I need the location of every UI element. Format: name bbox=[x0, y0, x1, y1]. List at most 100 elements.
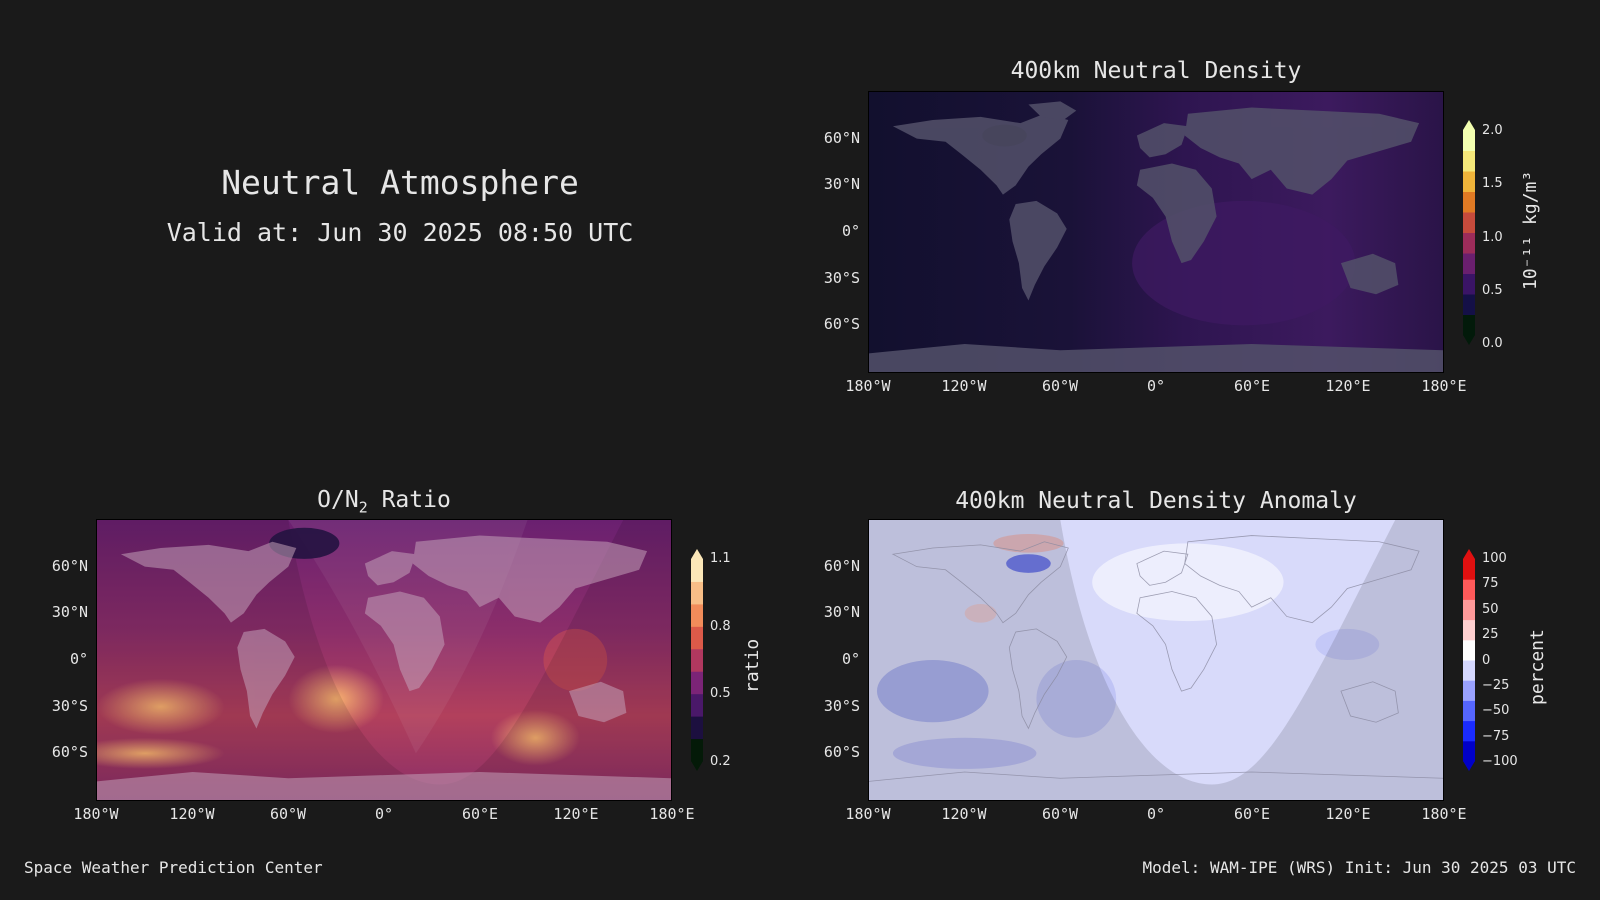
anomaly-colorbar-svg bbox=[1463, 549, 1475, 771]
colorbar-segment bbox=[1463, 660, 1475, 681]
colorbar-segment bbox=[1463, 559, 1475, 580]
on2-title-suffix: Ratio bbox=[367, 487, 451, 513]
colorbar-segment bbox=[691, 559, 703, 582]
colorbar-max-extend bbox=[691, 549, 703, 559]
colorbar-segment bbox=[691, 603, 703, 627]
density-map bbox=[868, 91, 1444, 373]
on2-colorbar-svg bbox=[691, 549, 703, 771]
colorbar-segment bbox=[691, 716, 703, 740]
density-colorbar-tick: 0.0 bbox=[1482, 336, 1503, 351]
on2-map-svg bbox=[97, 520, 671, 800]
on2-colorbar-tick: 0.5 bbox=[710, 686, 731, 702]
density-lon-tick: 180°W bbox=[845, 377, 891, 395]
anomaly-colorbar bbox=[1463, 549, 1475, 771]
density-panel-title: 400km Neutral Density bbox=[1010, 58, 1302, 84]
on2-panel-title: O/N2 Ratio bbox=[96, 487, 672, 517]
on2-colorbar-tick: 1.1 bbox=[710, 551, 731, 566]
density-lon-tick: 120°E bbox=[1325, 377, 1371, 395]
anomaly-panel-title: 400km Neutral Density Anomaly bbox=[955, 488, 1357, 514]
footer-right: Model: WAM-IPE (WRS) Init: Jun 30 2025 0… bbox=[1142, 858, 1576, 877]
density-lon-tick: 0° bbox=[1146, 377, 1166, 395]
colorbar-segment bbox=[1463, 294, 1475, 315]
colorbar-segment bbox=[1463, 171, 1475, 192]
colorbar-segment bbox=[1463, 314, 1475, 336]
colorbar-segment bbox=[1463, 150, 1475, 172]
colorbar-segment bbox=[691, 648, 703, 672]
colorbar-segment bbox=[691, 671, 703, 695]
anomaly-colorbar-tick: −50 bbox=[1482, 703, 1510, 719]
colorbar-min-extend bbox=[1463, 335, 1475, 345]
anomaly-map-svg bbox=[869, 520, 1443, 800]
on2-lat-tick: 60°N bbox=[51, 556, 88, 575]
colorbar-segment bbox=[691, 693, 703, 717]
colorbar-segment bbox=[1463, 191, 1475, 213]
anomaly-lon-tick: 0° bbox=[1146, 805, 1166, 823]
density-lon-tick: 60°E bbox=[1233, 377, 1271, 395]
on2-colorbar-tick: 0.8 bbox=[710, 618, 731, 634]
on2-lon-tick: 120°E bbox=[553, 805, 599, 823]
on2-lon-tick: 180°E bbox=[649, 805, 695, 823]
density-lat-tick: 30°N bbox=[823, 175, 860, 194]
anomaly-colorbar-tick: 75 bbox=[1482, 576, 1499, 592]
colorbar-segment bbox=[1463, 740, 1475, 762]
anomaly-lon-tick: 60°W bbox=[1041, 805, 1079, 823]
anomaly-lat-tick: 60°N bbox=[823, 556, 860, 575]
colorbar-segment bbox=[1463, 680, 1475, 701]
on2-colorbar-tick: 0.2 bbox=[710, 754, 731, 769]
density-lon-tick: 180°E bbox=[1421, 377, 1467, 395]
colorbar-segment bbox=[1463, 579, 1475, 600]
colorbar-segment bbox=[1463, 232, 1475, 254]
colorbar-segment bbox=[1463, 720, 1475, 742]
density-colorbar-label: 10⁻¹¹ kg/m³ bbox=[1520, 170, 1541, 290]
colorbar-segment bbox=[691, 626, 703, 650]
colorbar-min-extend bbox=[1463, 761, 1475, 771]
density-colorbar bbox=[1463, 120, 1475, 345]
on2-lon-tick: 60°W bbox=[269, 805, 307, 823]
on2-lon-tick: 120°W bbox=[169, 805, 215, 823]
anomaly-lat-tick: 60°S bbox=[823, 743, 860, 762]
footer-left: Space Weather Prediction Center bbox=[24, 858, 323, 877]
anomaly-colorbar-tick: 50 bbox=[1482, 601, 1499, 617]
colorbar-max-extend bbox=[1463, 549, 1475, 559]
on2-map bbox=[96, 519, 672, 801]
colorbar-segment bbox=[691, 581, 703, 605]
colorbar-min-extend bbox=[691, 761, 703, 771]
valid-time: Valid at: Jun 30 2025 08:50 UTC bbox=[166, 218, 634, 247]
density-colorbar-tick: 1.0 bbox=[1482, 229, 1503, 245]
density-lat-tick: 30°S bbox=[823, 268, 860, 287]
anomaly-lat-tick: 0° bbox=[841, 650, 860, 668]
density-colorbar-tick: 1.5 bbox=[1482, 176, 1503, 192]
colorbar-segment bbox=[691, 738, 703, 762]
density-lon-tick: 60°W bbox=[1041, 377, 1079, 395]
anomaly-colorbar-tick: 0 bbox=[1482, 652, 1491, 668]
anomaly-lat-tick: 30°S bbox=[823, 696, 860, 715]
colorbar-segment bbox=[1463, 130, 1475, 151]
anomaly-lon-tick: 120°E bbox=[1325, 805, 1371, 823]
on2-title-sub: 2 bbox=[358, 498, 368, 517]
anomaly-colorbar-tick: 100 bbox=[1482, 551, 1507, 566]
colorbar-segment bbox=[1463, 700, 1475, 722]
density-colorbar-tick: 0.5 bbox=[1482, 282, 1503, 298]
on2-title-prefix: O/N bbox=[317, 487, 359, 513]
anomaly-colorbar-tick: −25 bbox=[1482, 677, 1510, 693]
colorbar-segment bbox=[1463, 212, 1475, 233]
anomaly-colorbar-label: percent bbox=[1527, 629, 1548, 705]
colorbar-segment bbox=[1463, 639, 1475, 661]
on2-lat-tick: 30°S bbox=[51, 696, 88, 715]
colorbar-max-extend bbox=[1463, 120, 1475, 130]
anomaly-lon-tick: 180°W bbox=[845, 805, 891, 823]
density-map-svg bbox=[869, 92, 1443, 372]
anomaly-lon-tick: 60°E bbox=[1233, 805, 1271, 823]
on2-lat-tick: 60°S bbox=[51, 743, 88, 762]
on2-lon-tick: 180°W bbox=[73, 805, 119, 823]
on2-lat-tick: 30°N bbox=[51, 603, 88, 622]
colorbar-segment bbox=[1463, 253, 1475, 274]
anomaly-map bbox=[868, 519, 1444, 801]
density-lon-tick: 120°W bbox=[941, 377, 987, 395]
anomaly-colorbar-tick: 25 bbox=[1482, 627, 1499, 643]
density-lat-tick: 0° bbox=[841, 222, 860, 240]
density-colorbar-svg bbox=[1463, 120, 1475, 345]
anomaly-lon-tick: 120°W bbox=[941, 805, 987, 823]
density-lat-tick: 60°N bbox=[823, 128, 860, 147]
density-colorbar-tick: 2.0 bbox=[1482, 123, 1503, 138]
